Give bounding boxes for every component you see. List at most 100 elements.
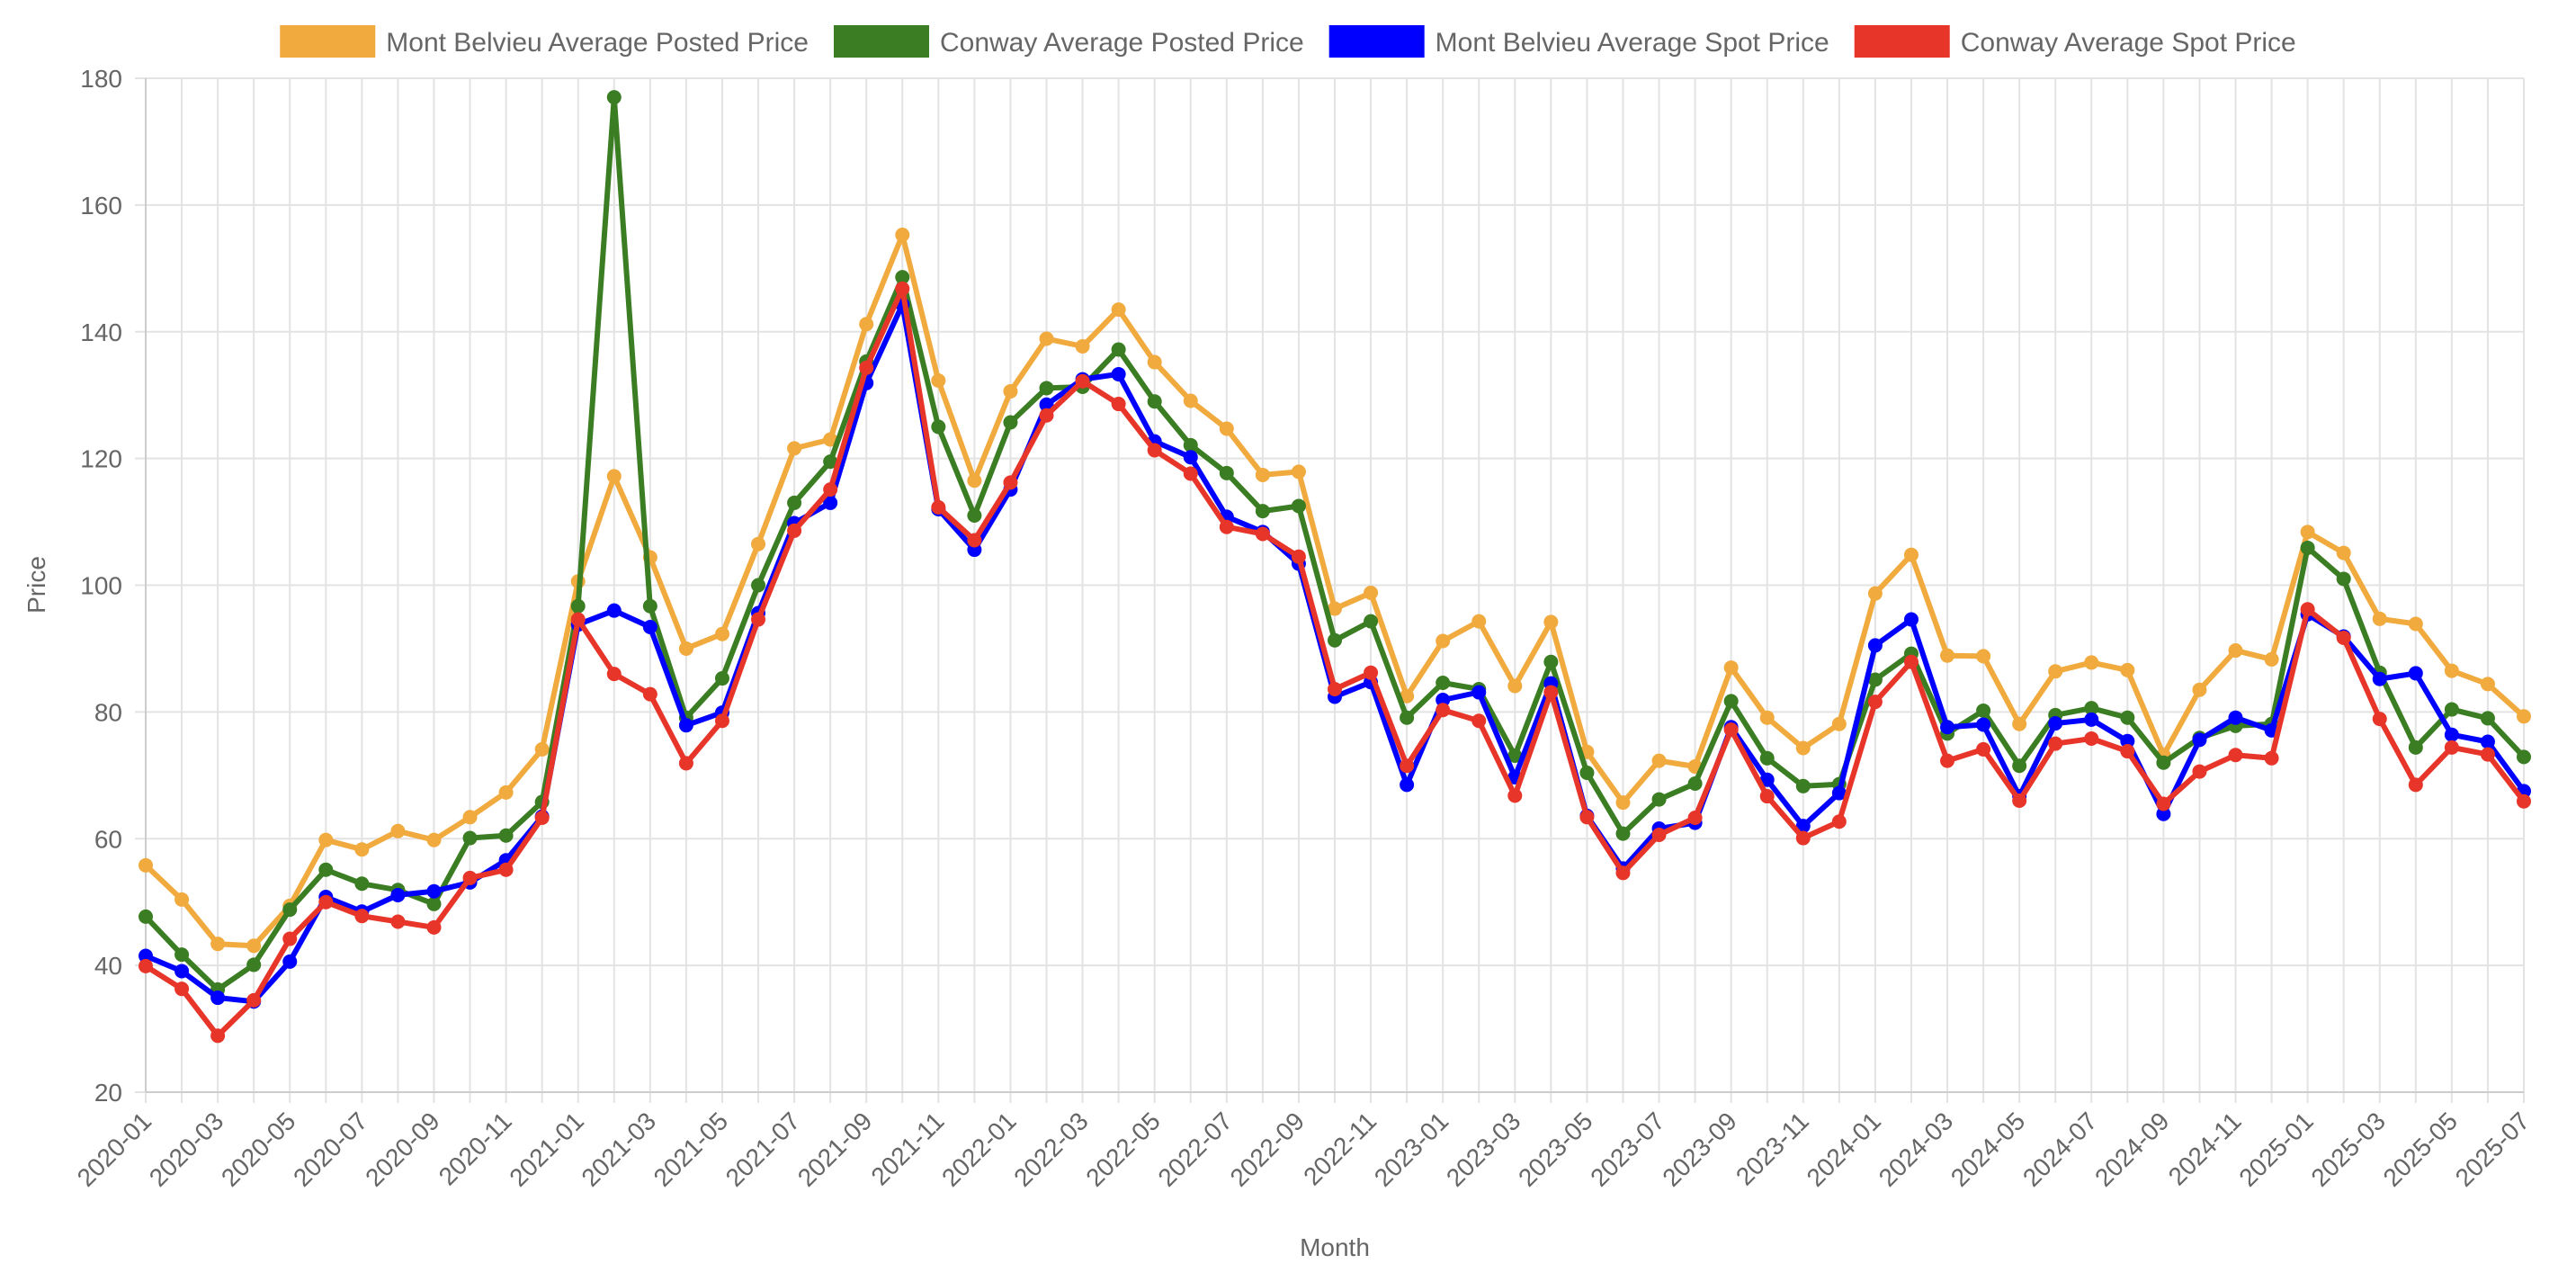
- data-point: [1723, 660, 1739, 676]
- y-tick-label: 120: [80, 445, 122, 473]
- x-tick-label: 2023-11: [1731, 1107, 1814, 1190]
- data-point: [246, 957, 262, 973]
- data-point: [2156, 796, 2171, 811]
- x-tick-label: 2023-07: [1585, 1107, 1670, 1192]
- data-point: [642, 686, 657, 702]
- data-point: [354, 876, 370, 892]
- data-point: [967, 473, 982, 489]
- data-point: [714, 713, 729, 729]
- data-point: [2300, 524, 2315, 540]
- data-point: [1795, 830, 1811, 846]
- y-tick-label: 60: [94, 825, 122, 853]
- data-point: [1615, 865, 1631, 881]
- data-point: [282, 902, 298, 918]
- legend-item[interactable]: Mont Belvieu Average Spot Price: [1328, 25, 1829, 58]
- data-point: [2228, 748, 2243, 763]
- data-point: [1507, 748, 1523, 763]
- data-point: [895, 281, 910, 296]
- data-point: [1471, 614, 1487, 629]
- data-point: [1183, 466, 1198, 481]
- data-point: [1471, 685, 1487, 700]
- data-point: [1579, 765, 1595, 780]
- x-tick-label: 2025-05: [2378, 1107, 2464, 1192]
- data-point: [2408, 740, 2423, 755]
- data-point: [1219, 421, 1234, 436]
- data-point: [498, 862, 514, 877]
- data-point: [139, 857, 153, 873]
- data-point: [2048, 664, 2063, 679]
- x-tick-label: 2021-01: [504, 1107, 589, 1192]
- legend-item[interactable]: Conway Average Spot Price: [1854, 25, 2296, 58]
- data-point: [1147, 443, 1162, 458]
- data-point: [714, 626, 729, 641]
- data-point: [859, 360, 874, 375]
- data-point: [210, 1028, 226, 1044]
- data-point: [1543, 685, 1559, 700]
- data-point: [1867, 586, 1883, 601]
- x-tick-label: 2020-11: [434, 1107, 517, 1190]
- y-tick-label: 20: [94, 1079, 122, 1107]
- data-point: [678, 718, 693, 733]
- data-point: [1291, 498, 1306, 514]
- data-point: [390, 887, 406, 902]
- data-point: [787, 441, 802, 456]
- data-point: [2480, 711, 2495, 726]
- x-tick-label: 2021-05: [648, 1107, 734, 1192]
- data-point: [1111, 302, 1126, 318]
- data-point: [1039, 331, 1054, 346]
- data-point: [246, 938, 262, 954]
- data-point: [2012, 758, 2027, 774]
- data-point: [678, 641, 693, 656]
- legend[interactable]: Mont Belvieu Average Posted Price Conway …: [280, 25, 2296, 58]
- x-tick-label: 2020-05: [216, 1107, 301, 1192]
- data-point: [1723, 722, 1739, 738]
- data-point: [1976, 649, 1991, 664]
- data-point: [2480, 734, 2495, 749]
- x-tick-label: 2023-05: [1513, 1107, 1598, 1192]
- data-point: [318, 862, 334, 877]
- data-point: [2120, 710, 2135, 725]
- data-point: [354, 909, 370, 924]
- data-point: [2408, 777, 2423, 793]
- legend-item[interactable]: Mont Belvieu Average Posted Price: [280, 25, 809, 58]
- axes: 204060801001201401601802020-012020-03202…: [72, 65, 2536, 1192]
- data-point: [787, 495, 802, 510]
- data-point: [1003, 383, 1018, 399]
- data-point: [2372, 671, 2387, 686]
- x-tick-label: 2023-03: [1441, 1107, 1526, 1192]
- legend-item[interactable]: Conway Average Posted Price: [833, 25, 1304, 58]
- data-point: [967, 533, 982, 548]
- data-point: [2084, 712, 2099, 727]
- x-tick-label: 2020-09: [360, 1107, 445, 1192]
- data-point: [1111, 342, 1126, 357]
- data-point: [606, 469, 622, 484]
- data-point: [1436, 633, 1451, 649]
- data-point: [570, 598, 586, 614]
- x-tick-label: 2023-09: [1657, 1107, 1742, 1192]
- y-tick-label: 80: [94, 698, 122, 726]
- data-point: [282, 954, 298, 969]
- x-tick-label: 2025-07: [2450, 1107, 2536, 1192]
- data-point: [2084, 731, 2099, 746]
- data-point: [931, 419, 946, 435]
- data-point: [174, 964, 190, 979]
- data-point: [1940, 720, 1955, 735]
- data-point: [139, 958, 153, 973]
- data-point: [498, 828, 514, 843]
- x-tick-label: 2024-01: [1802, 1107, 1887, 1192]
- data-point: [1507, 678, 1523, 694]
- data-point: [2048, 716, 2063, 731]
- data-point: [2084, 655, 2099, 670]
- legend-swatch: [1328, 25, 1425, 58]
- legend-label: Conway Average Posted Price: [940, 28, 1304, 58]
- x-tick-label: 2022-09: [1225, 1107, 1310, 1192]
- data-point: [1831, 716, 1847, 731]
- data-point: [1976, 703, 1991, 718]
- data-point: [2228, 643, 2243, 659]
- data-point: [570, 612, 586, 627]
- data-point: [1651, 828, 1667, 843]
- data-point: [2517, 749, 2531, 765]
- data-point: [2408, 616, 2423, 632]
- data-point: [1003, 475, 1018, 490]
- data-point: [1111, 366, 1126, 381]
